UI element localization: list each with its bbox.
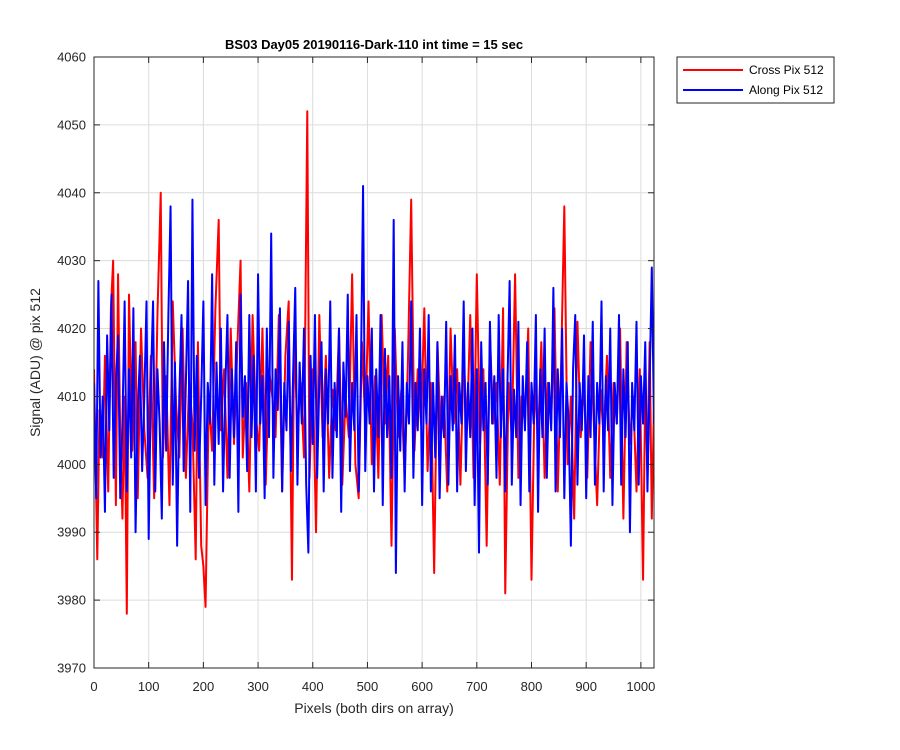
- x-tick-label: 300: [247, 679, 269, 694]
- x-tick-label: 800: [521, 679, 543, 694]
- y-tick-label: 4050: [57, 117, 86, 132]
- y-tick-label: 4010: [57, 389, 86, 404]
- axes-background: [94, 57, 654, 668]
- y-tick-label: 4040: [57, 185, 86, 200]
- x-tick-label: 200: [193, 679, 215, 694]
- y-axis-label: Signal (ADU) @ pix 512: [27, 288, 43, 437]
- chart-title: BS03 Day05 20190116-Dark-110 int time = …: [225, 37, 523, 52]
- y-tick-label: 4020: [57, 321, 86, 336]
- y-tick-label: 3990: [57, 525, 86, 540]
- legend-entry-label: Cross Pix 512: [749, 63, 824, 77]
- x-tick-label: 100: [138, 679, 160, 694]
- legend-box: [676, 56, 835, 104]
- x-axis-label: Pixels (both dirs on array): [294, 700, 454, 716]
- x-tick-label: 0: [90, 679, 97, 694]
- series-layer: [94, 110, 654, 615]
- series-line-2: [94, 184, 654, 574]
- x-tick-label: 500: [357, 679, 379, 694]
- x-tick-label: 400: [302, 679, 324, 694]
- ticks: 0 100 200 300 400 500 600 700 800 900 1000 3970 3980…: [57, 50, 655, 695]
- plot-area: 0 100 200 300 400 500 600 700 800 900 1000 3970 3980…: [57, 50, 655, 695]
- y-tick-label: 4060: [57, 50, 86, 65]
- x-tick-label: 1000: [626, 679, 655, 694]
- y-tick-label: 3980: [57, 593, 86, 608]
- y-tick-label: 4030: [57, 253, 86, 268]
- legend: Cross Pix 512 Along Pix 512: [676, 56, 835, 104]
- x-tick-label: 600: [411, 679, 433, 694]
- legend-entry-label: Along Pix 512: [749, 83, 823, 97]
- legend-items: Cross Pix 512 Along Pix 512: [683, 63, 824, 97]
- x-tick-label: 700: [466, 679, 488, 694]
- axes-box: [93, 56, 655, 669]
- y-tick-label: 4000: [57, 457, 86, 472]
- y-tick-label: 3970: [57, 661, 86, 676]
- x-tick-label: 900: [575, 679, 597, 694]
